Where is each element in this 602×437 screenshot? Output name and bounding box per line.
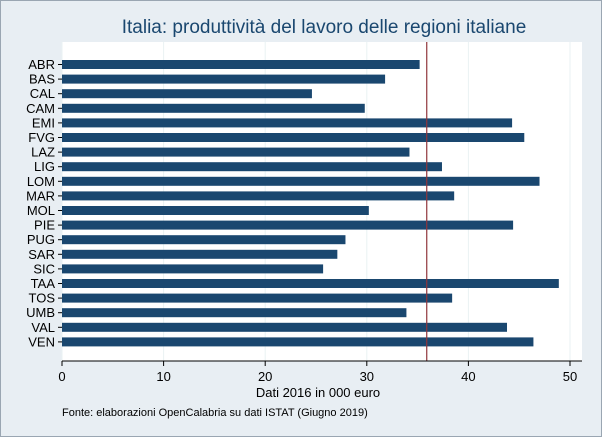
y-tick-label: FVG bbox=[28, 130, 55, 145]
bar-ven bbox=[62, 337, 534, 347]
y-tick-label: LOM bbox=[27, 174, 55, 189]
y-tick-label: PUG bbox=[27, 232, 55, 247]
bar-mar bbox=[62, 191, 455, 201]
y-tick-label: ABR bbox=[28, 57, 55, 72]
y-tick-label: PIE bbox=[34, 218, 55, 233]
bar-abr bbox=[62, 60, 420, 69]
bar-fvg bbox=[62, 133, 525, 142]
y-tick-label: MOL bbox=[27, 203, 55, 218]
x-tick-label: 50 bbox=[563, 369, 577, 384]
y-tick-label: TOS bbox=[29, 291, 56, 306]
bar-sic bbox=[62, 264, 324, 274]
source-note: Fonte: elaborazioni OpenCalabria su dati… bbox=[62, 407, 368, 419]
chart-title: Italia: produttività del lavoro delle re… bbox=[122, 17, 527, 38]
bar-laz bbox=[62, 147, 410, 157]
y-tick-label: EMI bbox=[32, 115, 55, 130]
bar-tos bbox=[62, 293, 453, 303]
y-tick-label: LIG bbox=[34, 159, 55, 174]
x-tick-label: 0 bbox=[58, 369, 65, 384]
y-tick-label: LAZ bbox=[31, 145, 55, 160]
bar-taa bbox=[62, 279, 559, 288]
y-tick-label: SAR bbox=[28, 247, 55, 262]
y-tick-label: VAL bbox=[31, 320, 55, 335]
bar-umb bbox=[62, 308, 407, 318]
x-tick-label: 20 bbox=[258, 369, 272, 384]
y-tick-label: SIC bbox=[33, 261, 55, 276]
x-tick-label: 40 bbox=[461, 369, 475, 384]
bar-val bbox=[62, 322, 508, 332]
bar-sar bbox=[62, 249, 338, 259]
y-tick-label: CAM bbox=[26, 101, 55, 116]
bar-mol bbox=[62, 206, 369, 215]
y-tick-label: TAA bbox=[31, 276, 56, 291]
bar-lom bbox=[62, 176, 540, 186]
x-axis-label: Dati 2016 in 000 euro bbox=[256, 385, 380, 400]
y-tick-label: VEN bbox=[28, 334, 55, 349]
x-tick-label: 10 bbox=[156, 369, 170, 384]
bar-pug bbox=[62, 235, 346, 245]
y-tick-label: BAS bbox=[29, 72, 55, 87]
x-tick-label: 30 bbox=[360, 369, 374, 384]
bar-cam bbox=[62, 103, 365, 113]
bar-cal bbox=[62, 89, 312, 99]
y-tick-label: MAR bbox=[26, 188, 55, 203]
bar-pie bbox=[62, 220, 514, 230]
y-tick-label: UMB bbox=[26, 305, 55, 320]
bar-bas bbox=[62, 74, 386, 84]
y-tick-label: CAL bbox=[30, 86, 55, 101]
bar-lig bbox=[62, 162, 442, 172]
bar-emi bbox=[62, 118, 513, 128]
